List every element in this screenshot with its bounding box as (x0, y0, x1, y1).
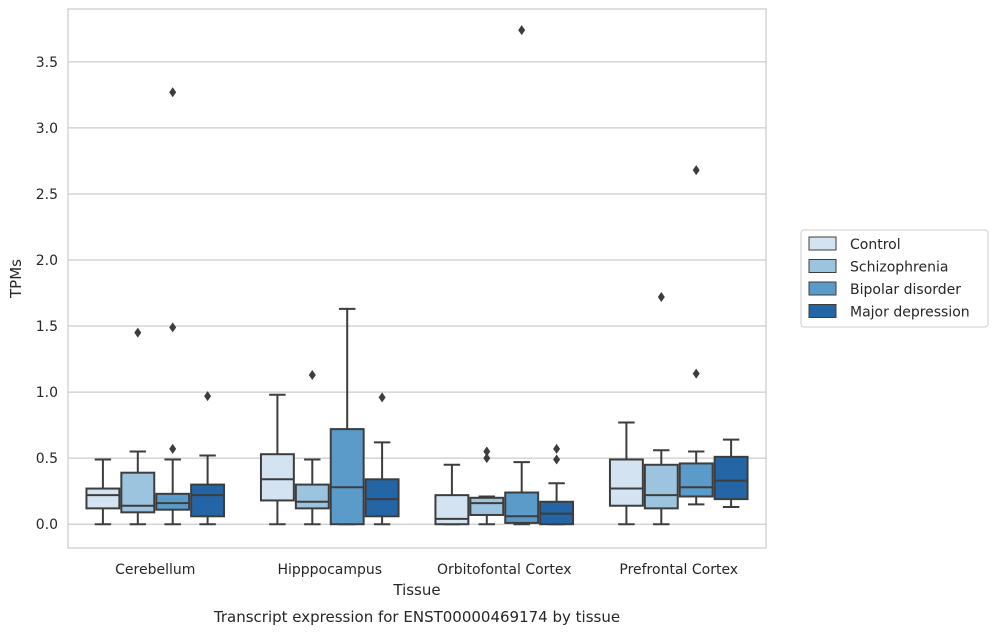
box-bipolar-disorder (678, 165, 714, 506)
plot-frame (67, 8, 767, 549)
y-axis-ticks: 0.0 0.5 1.0 1.5 2.0 2.5 3.0 3.5 (36, 55, 58, 533)
box-iqr (713, 455, 749, 501)
y-tick-label: 1.0 (36, 385, 58, 401)
grid-layer (68, 61, 766, 525)
y-tick-label: 0.5 (36, 451, 58, 467)
x-tick-label: Hipppocampus (277, 562, 382, 578)
outlier-point (657, 291, 665, 302)
outlier-point (378, 392, 386, 403)
box-layer (85, 25, 749, 526)
box-major-depression (190, 391, 226, 526)
x-tick-label: Cerebellum (115, 562, 195, 578)
x-axis-label: Tissue (392, 581, 440, 599)
outlier-point (169, 443, 177, 454)
outlier-point (134, 327, 142, 338)
x-axis-ticks: Cerebellum Hipppocampus Orbitofontal Corte… (115, 562, 738, 578)
box-control (608, 421, 644, 526)
box-iqr (259, 453, 295, 502)
box-iqr (85, 487, 121, 510)
box-control (259, 393, 295, 526)
box-iqr (643, 463, 679, 510)
box-iqr (504, 491, 540, 524)
y-tick-label: 3.5 (36, 55, 58, 71)
x-tick-label: Prefrontal Cortex (619, 562, 738, 578)
box-iqr (190, 483, 226, 518)
box-control (85, 458, 121, 526)
box-bipolar-disorder (504, 25, 540, 526)
y-axis-label: TPMs (7, 259, 25, 299)
legend-swatch (808, 259, 837, 273)
box-control (434, 463, 470, 526)
outlier-point (553, 454, 561, 465)
legend-label: Bipolar disorder (850, 282, 961, 298)
y-tick-label: 0.0 (36, 517, 58, 533)
outlier-point (483, 453, 491, 464)
outlier-point (692, 165, 700, 176)
box-major-depression (364, 392, 400, 526)
box-iqr (364, 478, 400, 518)
legend-swatch (808, 281, 837, 296)
legend-label: Major depression (850, 305, 970, 321)
legend-label: Control (850, 237, 901, 253)
box-schizophrenia (469, 446, 505, 526)
box-bipolar-disorder (155, 87, 191, 526)
legend: Control Schizophrenia Bipolar disorder Majo… (800, 229, 989, 328)
box-iqr (155, 492, 191, 511)
box-major-depression (713, 438, 749, 509)
outlier-point (204, 391, 212, 402)
outlier-point (518, 25, 526, 36)
legend-swatch (808, 304, 837, 318)
outlier-point (308, 369, 316, 380)
outlier-point (483, 446, 491, 457)
legend-swatch (808, 236, 837, 251)
box-iqr (678, 462, 714, 498)
box-iqr (469, 496, 505, 516)
y-tick-label: 2.0 (36, 253, 58, 269)
y-tick-label: 3.0 (36, 121, 58, 137)
outlier-point (692, 368, 700, 379)
box-schizophrenia (643, 291, 679, 526)
chart-caption: Transcript expression for ENST0000046917… (213, 608, 620, 626)
x-tick-label: Orbitofontal Cortex (437, 562, 572, 578)
outlier-point (169, 322, 177, 333)
outlier-point (169, 87, 177, 98)
box-major-depression (539, 443, 575, 526)
box-bipolar-disorder (329, 307, 365, 526)
box-schizophrenia (120, 327, 156, 526)
box-schizophrenia (294, 369, 330, 526)
y-tick-label: 1.5 (36, 319, 58, 335)
box-iqr (294, 483, 330, 510)
outlier-point (553, 443, 561, 454)
legend-frame (800, 229, 989, 328)
legend-label: Schizophrenia (850, 260, 948, 276)
box-iqr (329, 428, 365, 526)
y-tick-label: 2.5 (36, 187, 58, 203)
box-iqr (608, 458, 644, 507)
